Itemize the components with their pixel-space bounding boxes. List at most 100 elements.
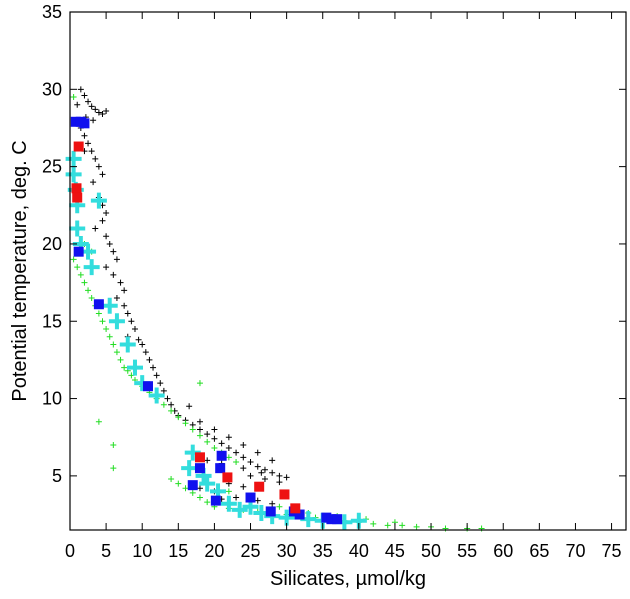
data-points-layer: [65, 86, 485, 532]
x-tick-label: 65: [529, 541, 549, 561]
x-tick-label: 15: [168, 541, 188, 561]
data-point: [247, 458, 254, 465]
data-point: [225, 434, 232, 441]
y-tick-label: 15: [42, 311, 62, 331]
data-point: [103, 264, 110, 271]
data-point: [168, 407, 175, 414]
data-point: [413, 523, 420, 530]
data-point: [269, 500, 276, 507]
data-point: [254, 497, 261, 504]
data-point: [240, 483, 247, 490]
x-tick-label: 70: [565, 541, 585, 561]
data-point: [79, 118, 90, 129]
data-point: [211, 435, 218, 442]
y-tick-label: 35: [42, 2, 62, 22]
data-point: [164, 395, 171, 402]
data-point: [204, 438, 211, 445]
x-tick-label: 50: [421, 541, 441, 561]
y-tick-label: 5: [52, 466, 62, 486]
x-tick-label: 30: [277, 541, 297, 561]
data-point: [146, 356, 153, 363]
data-point: [77, 271, 84, 278]
data-point: [216, 450, 227, 461]
data-point: [222, 472, 233, 483]
data-point: [279, 489, 290, 500]
plot-frame: [69, 11, 627, 531]
x-tick-label: 45: [385, 541, 405, 561]
data-point: [175, 480, 182, 487]
data-point: [92, 225, 99, 232]
data-point: [199, 475, 216, 492]
data-point: [181, 460, 198, 477]
data-point: [194, 452, 205, 463]
data-point: [95, 418, 102, 425]
data-point: [70, 256, 77, 263]
data-point: [135, 336, 142, 343]
data-point: [73, 141, 84, 152]
data-point: [326, 514, 337, 525]
data-point: [121, 287, 128, 294]
data-point: [113, 256, 120, 263]
data-point: [103, 107, 110, 114]
data-point: [211, 445, 218, 452]
data-point: [110, 465, 117, 472]
data-point: [65, 150, 82, 167]
data-point: [204, 457, 211, 464]
data-point: [74, 264, 81, 271]
data-point: [126, 359, 143, 376]
data-point: [160, 387, 167, 394]
data-point: [85, 98, 92, 105]
x-tick-label: 35: [313, 541, 333, 561]
data-point: [110, 271, 117, 278]
data-point: [370, 520, 377, 527]
data-point: [74, 101, 81, 108]
data-point: [93, 299, 104, 310]
x-tick-label: 55: [457, 541, 477, 561]
data-point: [88, 103, 95, 110]
data-point: [103, 325, 110, 332]
data-point: [65, 166, 82, 183]
data-point: [211, 426, 218, 433]
x-tick-label: 25: [241, 541, 261, 561]
data-point: [233, 494, 240, 501]
data-point: [121, 302, 128, 309]
data-point: [99, 111, 106, 118]
axis-ticks-layer: 0 5 10 15 20 25 30 35 40 45 50 55 60 65 70 75 5 10 15 20 25 3…: [42, 2, 626, 561]
data-point: [247, 472, 254, 479]
data-point: [150, 364, 157, 371]
x-tick-label: 0: [65, 541, 75, 561]
data-point: [189, 489, 196, 496]
data-point: [204, 431, 211, 438]
data-point: [231, 501, 248, 518]
data-point: [218, 440, 225, 447]
data-point: [148, 387, 165, 404]
data-point: [254, 481, 265, 492]
data-point: [72, 192, 83, 203]
data-point: [269, 457, 276, 464]
data-point: [83, 259, 100, 276]
data-point: [160, 401, 167, 408]
data-point: [88, 295, 95, 302]
data-point: [196, 426, 203, 433]
y-axis-title: Potential temperature, deg. C: [9, 140, 31, 401]
data-point: [187, 480, 198, 491]
data-point: [101, 297, 118, 314]
data-point: [81, 92, 88, 99]
data-point: [215, 463, 226, 474]
data-point: [294, 509, 305, 520]
data-point: [240, 465, 247, 472]
data-point: [240, 454, 247, 461]
data-point: [95, 163, 102, 170]
data-point: [168, 401, 175, 408]
data-point: [157, 380, 164, 387]
data-point: [225, 445, 232, 452]
data-point: [110, 341, 117, 348]
data-point: [283, 474, 290, 481]
data-point: [103, 233, 110, 240]
data-point: [90, 192, 107, 209]
data-point: [110, 248, 117, 255]
data-point: [182, 485, 189, 492]
data-point: [106, 333, 113, 340]
data-point: [233, 449, 240, 456]
